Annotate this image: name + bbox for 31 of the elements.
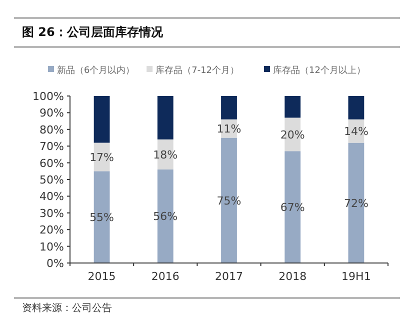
bar: [94, 96, 110, 143]
y-tick-label: 90%: [40, 106, 64, 120]
legend-label: 库存品（7-12个月）: [156, 65, 240, 76]
legend-label: 库存品（12个月以上）: [273, 65, 366, 76]
bar: [221, 96, 237, 120]
x-tick-label: 2016: [151, 270, 180, 283]
y-tick-label: 80%: [40, 123, 64, 136]
y-tick-label: 20%: [40, 224, 64, 237]
data-label: 20%: [280, 128, 305, 142]
text: 资料来源：公司公告: [22, 302, 112, 314]
data-label: 18%: [153, 148, 178, 162]
y-tick-label: 40%: [40, 190, 64, 204]
data-label: 11%: [216, 122, 242, 136]
legend-label: 新品（6个月以内）: [57, 65, 135, 76]
x-tick-label: 19H1: [342, 270, 371, 283]
y-tick-label: 50%: [40, 174, 64, 186]
y-tick-label: 70%: [40, 140, 64, 154]
y-tick-label: 100%: [32, 90, 64, 103]
chart-title: 图 26：公司层面库存情况: [22, 25, 164, 39]
bar: [157, 96, 174, 140]
x-tick-label: 2017: [215, 270, 243, 283]
y-tick-label: 60%: [40, 156, 64, 170]
data-label: 17%: [90, 150, 114, 164]
y-tick-label: 10%: [40, 240, 64, 254]
data-label: 14%: [344, 125, 368, 138]
bar: [348, 96, 364, 120]
y-tick-label: 0%: [46, 257, 64, 270]
bar: [284, 96, 301, 118]
y-tick-label: 30%: [40, 206, 64, 220]
x-tick-label: 2018: [278, 270, 307, 283]
x-tick-label: 2015: [88, 270, 116, 283]
